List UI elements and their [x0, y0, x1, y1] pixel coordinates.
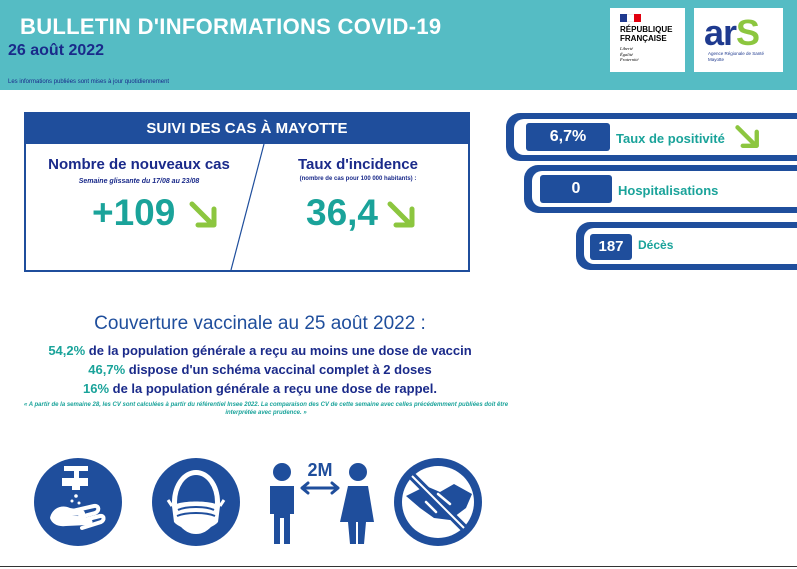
incidence-label: Taux d'incidence [298, 156, 418, 173]
arrow-down-right-icon [189, 201, 217, 228]
vaccination-line: 46,7% dispose d'un schéma vaccinal compl… [88, 362, 432, 377]
positivity-label: Taux de positivité [616, 131, 725, 146]
positivity-indicator: 6,7% Taux de positivité [506, 113, 797, 161]
deces-indicator: 187 Décès [576, 222, 797, 270]
distance-label: 2M [307, 460, 332, 480]
cases-heading: SUIVI DES CAS À MAYOTTE [26, 114, 468, 144]
deces-value: 187 [590, 234, 632, 260]
arrow-down-right-icon [387, 201, 415, 228]
vaccination-title: Couverture vaccinale au 25 août 2022 : [94, 313, 426, 334]
incidence-sublabel: (nombre de cas pour 100 000 habitants) : [299, 176, 417, 182]
ars-logo: arS Agence Régionale de Santé Mayotte [694, 8, 783, 72]
no-handshake-icon [394, 458, 482, 546]
bulletin-date: 26 août 2022 [8, 42, 105, 59]
deces-label: Décès [638, 238, 674, 252]
republique-francaise-logo: RÉPUBLIQUE FRANÇAISE Liberté Égalité Fra… [610, 8, 685, 72]
face-mask-icon [152, 458, 240, 546]
new-cases-label: Nombre de nouveaux cas [48, 156, 230, 173]
page-title: BULLETIN D'INFORMATIONS COVID-19 [20, 14, 442, 39]
vaccination-line: 16% de la population générale a reçu une… [82, 381, 437, 396]
hospitalisations-label: Hospitalisations [618, 183, 719, 198]
update-note: Les informations publiées sont mises à j… [8, 79, 170, 85]
hand-washing-icon [34, 458, 122, 546]
positivity-value: 6,7% [526, 123, 610, 151]
republique-name: RÉPUBLIQUE FRANÇAISE [620, 25, 673, 43]
footer-rule [0, 566, 797, 567]
hospitalisations-indicator: 0 Hospitalisations [524, 165, 797, 213]
vaccination-line: 54,2% de la population générale a reçu a… [48, 343, 472, 358]
vaccination-footnote: « A partir de la semaine 28, les CV sont… [23, 402, 509, 416]
french-flag-icon [620, 14, 641, 22]
ars-wordmark: arS [704, 12, 760, 53]
new-cases-period: Semaine glissante du 17/08 au 23/08 [78, 178, 200, 185]
ars-subtitle: Agence Régionale de Santé Mayotte [708, 51, 765, 62]
arrow-down-right-icon [735, 125, 759, 148]
republique-motto: Liberté Égalité Fraternité [620, 46, 639, 62]
incidence-value: 36,4 [306, 192, 379, 233]
cases-panel: SUIVI DES CAS À MAYOTTE Nombre de nouvea… [24, 112, 470, 272]
new-cases-value: +109 [92, 192, 176, 233]
distance-icon: 2M [270, 460, 374, 544]
panel-divider [230, 143, 265, 270]
hospitalisations-value: 0 [540, 175, 612, 203]
